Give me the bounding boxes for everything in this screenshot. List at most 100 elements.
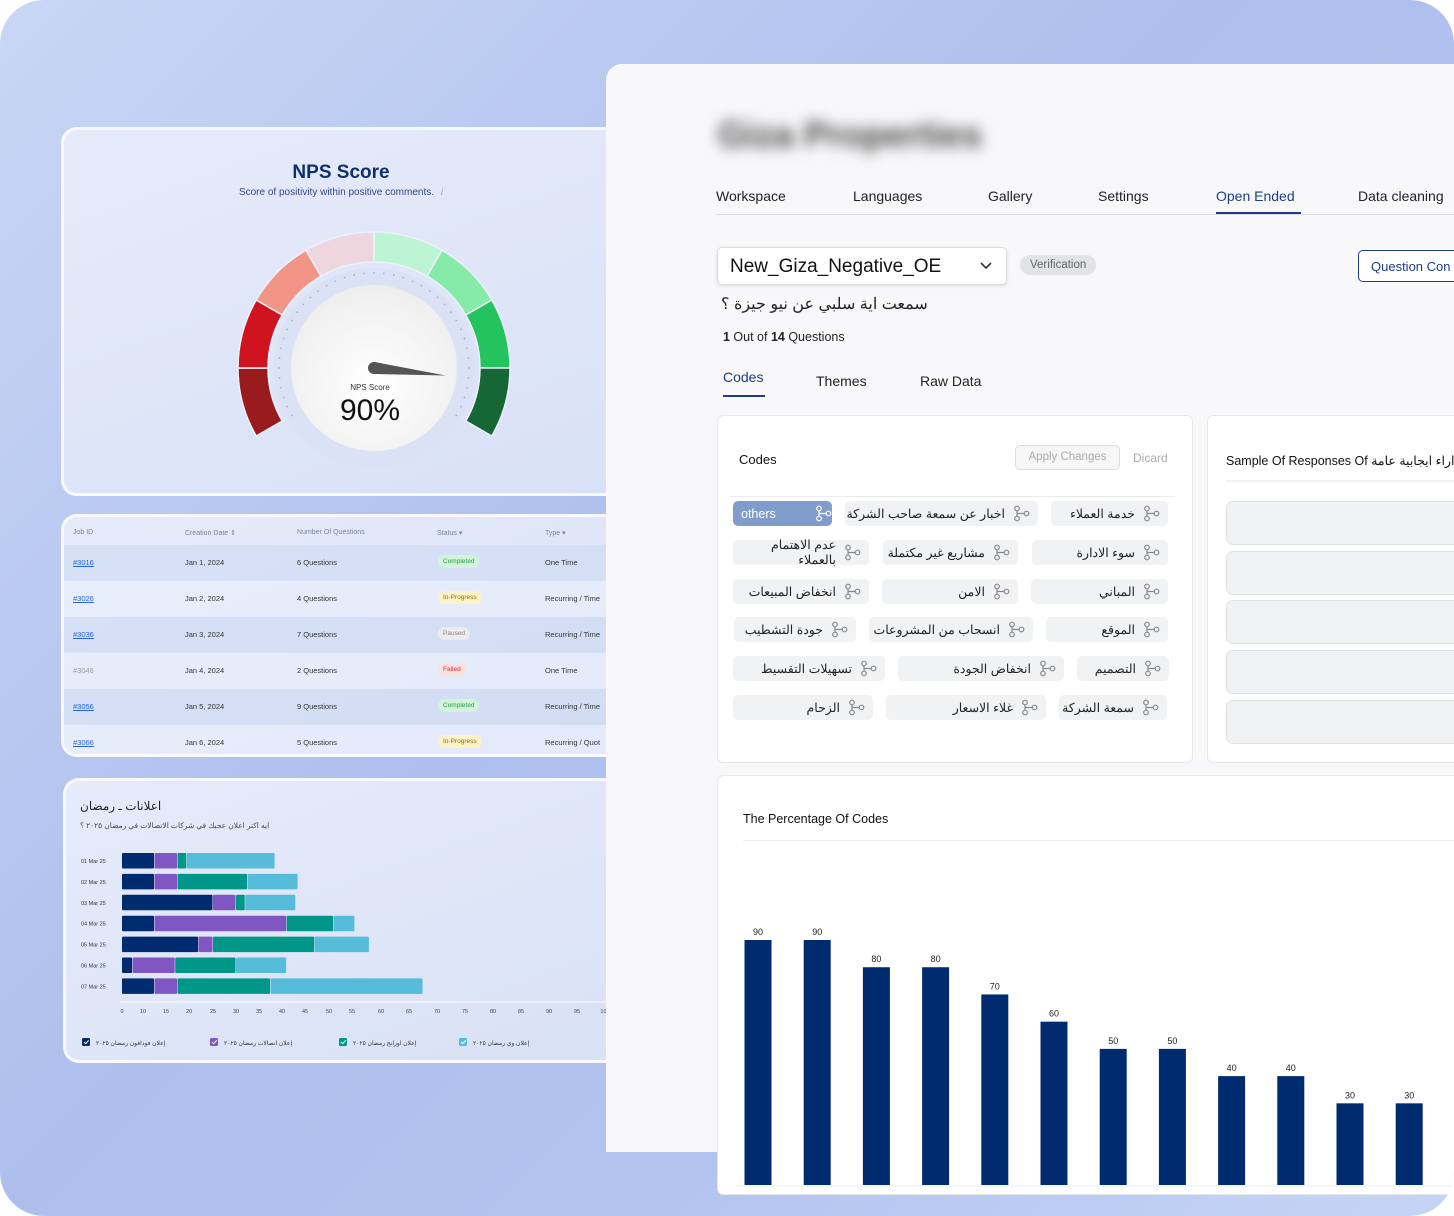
table-row[interactable]: #3056 Jan 5, 2024 9 Questions Completed Recu…	[64, 689, 609, 725]
stacked-bar-segment[interactable]	[154, 978, 178, 994]
bar[interactable]	[803, 940, 831, 1185]
question-config-button[interactable]: Question Con	[1358, 250, 1454, 282]
code-chip[interactable]: التصميم	[1077, 656, 1169, 682]
job-id-link[interactable]: #3016	[73, 558, 94, 567]
code-chip[interactable]: الزحام	[733, 695, 873, 720]
code-chip[interactable]: المباني	[1031, 578, 1168, 604]
bar[interactable]	[922, 967, 950, 1185]
code-chip[interactable]: خدمة العملاء	[1051, 501, 1168, 526]
bar[interactable]	[981, 994, 1009, 1185]
code-chip[interactable]: غلاء الاسعار	[886, 695, 1046, 720]
code-chip[interactable]: عدم الاهتمام بالعملاء	[733, 538, 869, 567]
tab-languages[interactable]: Languages	[853, 188, 923, 204]
stacked-bar-segment[interactable]	[236, 957, 287, 974]
legend-checkbox[interactable]	[459, 1038, 467, 1046]
legend-checkbox[interactable]	[339, 1038, 347, 1046]
code-chip[interactable]: others	[733, 501, 832, 526]
code-chip[interactable]: الامن	[882, 578, 1018, 604]
code-chip[interactable]: تسهيلات التقسيط	[733, 656, 885, 682]
bar[interactable]	[1395, 1103, 1423, 1185]
code-chip[interactable]: جودة التشطيب	[734, 617, 856, 643]
stacked-bar-segment[interactable]	[122, 936, 199, 953]
stacked-bar-segment[interactable]	[122, 915, 154, 932]
tab-settings[interactable]: Settings	[1098, 188, 1149, 204]
legend-checkbox[interactable]	[210, 1038, 218, 1046]
stacked-bar-segment[interactable]	[154, 873, 178, 890]
stacked-bar-segment[interactable]	[247, 873, 298, 890]
table-row[interactable]: #3066 Jan 6, 2024 5 Questions In-Progress Re…	[64, 725, 609, 754]
filter-icon[interactable]: ▾	[562, 530, 566, 537]
stacked-bar-segment[interactable]	[236, 894, 245, 911]
stacked-bar-segment[interactable]	[122, 873, 154, 890]
response-item[interactable]	[1226, 551, 1454, 595]
discard-button[interactable]: Dicard	[1133, 451, 1168, 465]
col-creation-date[interactable]: Creation Date ⇕	[185, 529, 236, 537]
bar[interactable]	[1158, 1048, 1186, 1185]
table-row[interactable]: #3016 Jan 1, 2024 6 Questions Completed One …	[64, 545, 609, 581]
stacked-bar-segment[interactable]	[198, 936, 213, 953]
stacked-bar-segment[interactable]	[213, 894, 236, 911]
code-chip[interactable]: انخفاض المبيعات	[733, 578, 869, 604]
subtab-themes[interactable]: Themes	[816, 373, 867, 389]
stacked-bar-segment[interactable]	[154, 853, 178, 869]
response-item[interactable]	[1226, 600, 1454, 644]
bar[interactable]	[1099, 1048, 1127, 1185]
col-status[interactable]: Status ▾	[437, 529, 462, 537]
question-dropdown[interactable]: New_Giza_Negative_OE	[717, 247, 1007, 285]
job-id-link[interactable]: #3036	[73, 630, 94, 639]
filter-icon[interactable]: ▾	[458, 530, 463, 537]
tab-gallery[interactable]: Gallery	[988, 188, 1033, 204]
code-chip[interactable]: انخفاض الجودة	[898, 656, 1064, 682]
tab-workspace[interactable]: Workspace	[716, 188, 786, 204]
stacked-bar-segment[interactable]	[122, 957, 132, 974]
code-chip[interactable]: انسحاب من المشروعات	[869, 617, 1033, 643]
response-item[interactable]	[1226, 700, 1454, 744]
col-type[interactable]: Type ▾	[545, 529, 566, 537]
table-row[interactable]: #3036 Jan 3, 2024 7 Questions Paused Recurri…	[64, 617, 609, 653]
job-id-link[interactable]: #3046	[73, 666, 94, 675]
job-id-link[interactable]: #3066	[73, 738, 94, 747]
response-item[interactable]	[1226, 501, 1454, 545]
stacked-bar-segment[interactable]	[177, 853, 187, 869]
stacked-bar-segment[interactable]	[122, 978, 154, 994]
tab-open-ended[interactable]: Open Ended	[1216, 188, 1295, 204]
job-id-link[interactable]: #3026	[73, 594, 94, 603]
stacked-bar-segment[interactable]	[177, 873, 248, 890]
stacked-bar-segment[interactable]	[333, 915, 355, 932]
sort-icon[interactable]: ⇕	[230, 530, 237, 537]
stacked-bar-segment[interactable]	[314, 936, 369, 953]
table-row[interactable]: #3046 Jan 4, 2024 2 Questions Failed One Tim…	[64, 653, 609, 689]
info-icon[interactable]: i	[440, 187, 444, 198]
stacked-bar-segment[interactable]	[175, 957, 236, 974]
tab-data-cleaning[interactable]: Data cleaning	[1358, 188, 1444, 204]
code-chip[interactable]: سمعة الشركة	[1059, 695, 1167, 720]
stacked-bar-segment[interactable]	[270, 978, 423, 994]
bar[interactable]	[862, 967, 890, 1185]
stacked-bar-segment[interactable]	[245, 894, 296, 911]
stacked-bar-segment[interactable]	[177, 978, 271, 994]
code-chip[interactable]: الموقع	[1046, 617, 1168, 643]
stacked-bar-segment[interactable]	[122, 894, 213, 911]
code-chip[interactable]: اخبار عن سمعة صاحب الشركة	[845, 501, 1038, 526]
project-title: Giza Properties	[718, 114, 983, 155]
stacked-bar-segment[interactable]	[213, 936, 315, 953]
stacked-bar-segment[interactable]	[154, 915, 287, 932]
bar[interactable]	[1218, 1076, 1246, 1185]
subtab-raw-data[interactable]: Raw Data	[920, 373, 982, 389]
code-chip[interactable]: سوء الادارة	[1032, 539, 1168, 565]
job-id-link[interactable]: #3056	[73, 702, 94, 711]
bar[interactable]	[744, 940, 772, 1185]
code-chip[interactable]: مشاريع غير مكتملة	[883, 539, 1018, 565]
table-row[interactable]: #3026 Jan 2, 2024 4 Questions In-Progress Re…	[64, 581, 609, 617]
bar[interactable]	[1040, 1021, 1068, 1185]
apply-changes-button[interactable]: Apply Changes	[1015, 445, 1120, 470]
stacked-bar-segment[interactable]	[186, 853, 275, 869]
bar[interactable]	[1336, 1103, 1364, 1185]
stacked-bar-segment[interactable]	[122, 853, 154, 869]
subtab-codes[interactable]: Codes	[723, 369, 764, 385]
stacked-bar-segment[interactable]	[286, 915, 334, 932]
bar[interactable]	[1277, 1076, 1305, 1185]
response-item[interactable]	[1226, 650, 1454, 694]
stacked-bar-segment[interactable]	[132, 957, 175, 974]
legend-checkbox[interactable]	[82, 1038, 90, 1046]
